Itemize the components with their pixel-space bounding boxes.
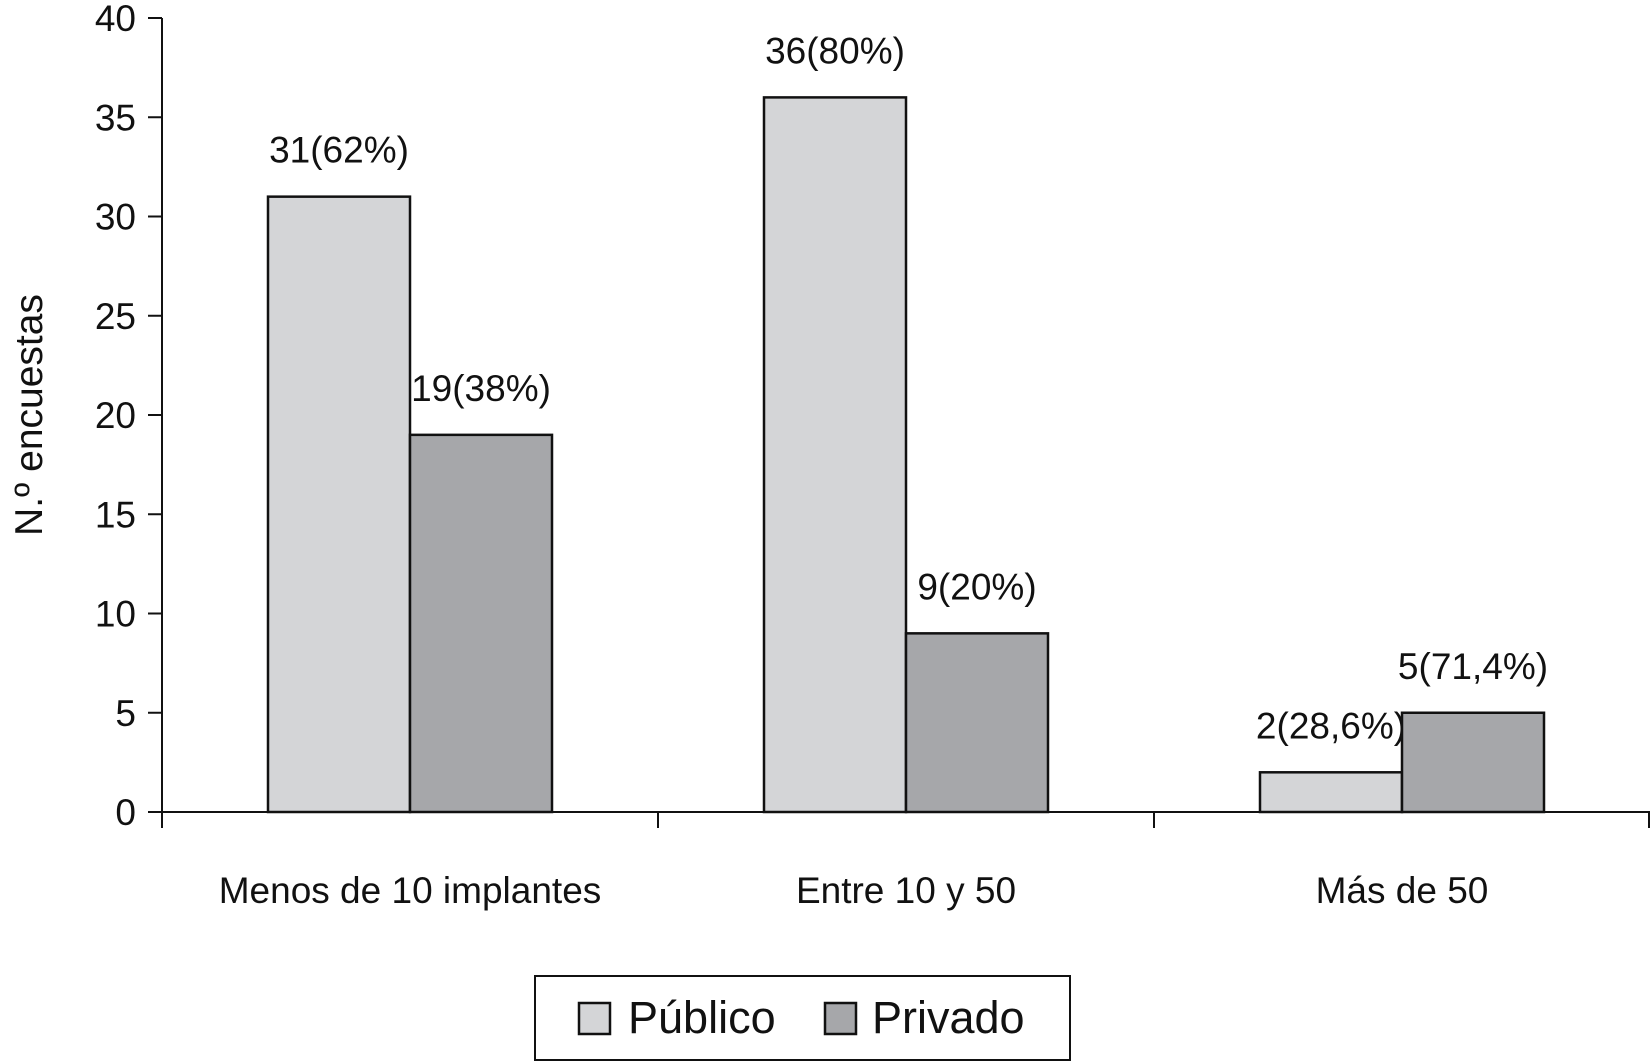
- legend-swatch: [823, 1001, 858, 1036]
- y-tick-label: 10: [95, 594, 136, 635]
- data-label: 5(71,4%): [1398, 646, 1548, 687]
- y-tick-label: 15: [95, 494, 136, 535]
- x-tick-label: Entre 10 y 50: [796, 870, 1016, 911]
- y-tick-label: 35: [95, 97, 136, 138]
- x-tick-label: Más de 50: [1316, 870, 1489, 911]
- y-tick-label: 20: [95, 395, 136, 436]
- bar-privado: [904, 632, 1050, 814]
- data-label: 36(80%): [765, 30, 905, 71]
- y-tick-label: 5: [115, 693, 136, 734]
- legend: Público Privado: [534, 975, 1071, 1061]
- bar-publico: [266, 195, 412, 814]
- y-tick-label: 0: [115, 792, 136, 833]
- bar-publico: [762, 96, 908, 814]
- legend-box: [534, 975, 1071, 1061]
- y-tick-label: 30: [95, 197, 136, 238]
- plot-area: 31(62%) 19(38%) 36(80%) 9(20%) 2(28,6%) 5(71,…: [266, 30, 1548, 814]
- data-label: 19(38%): [411, 368, 551, 409]
- bar-privado: [1400, 711, 1546, 814]
- legend-label: Privado: [872, 992, 1025, 1043]
- y-axis-label: N.º encuestas: [8, 294, 51, 536]
- data-label: 9(20%): [917, 566, 1036, 607]
- data-label: 31(62%): [269, 130, 409, 171]
- bar-privado: [408, 433, 554, 814]
- x-tick-label: Menos de 10 implantes: [219, 870, 602, 911]
- legend-label: Público: [628, 992, 776, 1043]
- bar-publico: [1258, 771, 1404, 814]
- y-tick-label: 25: [95, 296, 136, 337]
- axes: N.º encuestas 0 5 10 15 20 25 30 35 40 Menos de 1…: [8, 0, 1650, 911]
- legend-swatch: [577, 1001, 612, 1036]
- data-label: 2(28,6%): [1256, 705, 1406, 746]
- y-tick-label: 40: [95, 0, 136, 39]
